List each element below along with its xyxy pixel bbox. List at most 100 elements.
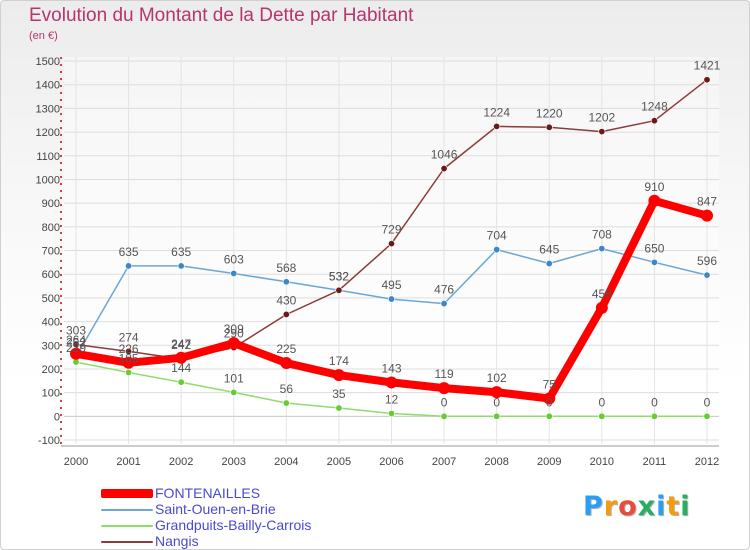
data-label: 458: [592, 287, 612, 301]
x-tick-label: 2006: [379, 456, 403, 468]
x-tick-label: 2004: [274, 456, 298, 468]
y-tick-label: 1500: [36, 56, 60, 68]
data-point: [493, 246, 501, 254]
y-tick-label: 400: [42, 317, 60, 329]
data-point: [650, 258, 658, 266]
data-label: 274: [119, 330, 139, 344]
data-point: [650, 117, 658, 125]
data-label: 1220: [536, 106, 563, 120]
data-label: 1248: [641, 100, 668, 114]
data-point: [545, 412, 553, 420]
x-tick-label: 2001: [116, 456, 140, 468]
y-tick-label: 200: [42, 364, 60, 376]
data-point: [230, 269, 238, 277]
data-label: 1046: [431, 148, 458, 162]
y-tick-label: 800: [42, 222, 60, 234]
data-point: [598, 128, 606, 136]
legend-label: Nangis: [155, 533, 199, 549]
data-point: [595, 301, 608, 314]
data-label: 143: [381, 361, 401, 375]
data-label: 704: [487, 229, 507, 243]
legend-swatch: [101, 489, 153, 498]
logo-letter: o: [618, 491, 638, 522]
data-label: 242: [171, 338, 191, 352]
data-label: 185: [119, 351, 139, 365]
data-point: [703, 412, 711, 420]
x-tick-label: 2003: [222, 456, 246, 468]
legend-swatch: [101, 525, 153, 527]
data-label: 650: [644, 241, 664, 255]
y-tick-label: 1000: [36, 174, 60, 186]
data-point: [332, 369, 345, 382]
data-point: [125, 368, 133, 376]
data-label: 729: [381, 223, 401, 237]
data-label: 309: [224, 322, 244, 336]
data-point: [598, 245, 606, 253]
data-label: 532: [329, 269, 349, 283]
y-tick-label: 0: [54, 411, 60, 423]
x-tick-label: 2011: [643, 456, 667, 468]
data-label: 56: [280, 382, 294, 396]
data-point: [493, 122, 501, 130]
data-label: 596: [697, 254, 717, 268]
data-point: [650, 412, 658, 420]
logo-letter: P: [583, 491, 604, 522]
data-point: [545, 260, 553, 268]
data-label: 303: [66, 324, 86, 338]
x-tick-label: 2008: [484, 456, 508, 468]
x-tick-label: 2000: [64, 456, 88, 468]
y-tick-label: 600: [42, 269, 60, 281]
legend-swatch: [101, 541, 153, 543]
data-point: [440, 300, 448, 308]
data-point: [280, 357, 293, 370]
data-label: 226: [119, 342, 139, 356]
data-label: 0: [651, 395, 658, 409]
data-point: [282, 278, 290, 286]
logo-letter: x: [637, 491, 657, 522]
data-point: [438, 382, 451, 395]
data-label: 847: [697, 195, 717, 209]
y-tick-label: 100: [42, 388, 60, 400]
chart-title: Evolution du Montant de la Dette par Hab…: [29, 5, 414, 26]
data-point: [440, 412, 448, 420]
data-label: 144: [171, 361, 191, 375]
y-tick-label: 900: [42, 198, 60, 210]
data-label: 635: [119, 245, 139, 259]
y-tick-label: 300: [42, 340, 60, 352]
data-label: 174: [329, 354, 349, 368]
data-point: [72, 358, 80, 366]
data-label: 495: [381, 278, 401, 292]
data-point: [703, 271, 711, 279]
data-label: 0: [598, 395, 605, 409]
x-tick-label: 2010: [590, 456, 614, 468]
data-label: 264: [66, 333, 86, 347]
data-label: 247: [171, 337, 191, 351]
y-tick-label: 1300: [36, 103, 60, 115]
y-tick-label: -100: [38, 435, 60, 447]
data-point: [543, 392, 556, 405]
data-point: [125, 347, 133, 355]
y-tick-label: 1400: [36, 80, 60, 92]
y-tick-label: 1200: [36, 127, 60, 139]
data-point: [335, 286, 343, 294]
data-point: [387, 240, 395, 248]
data-point: [70, 347, 82, 360]
legend-swatch: [101, 509, 153, 511]
data-label: 101: [224, 371, 244, 385]
logo-letter: r: [603, 491, 619, 522]
x-tick-label: 2009: [537, 456, 561, 468]
x-tick-label: 2002: [169, 456, 193, 468]
data-point: [648, 194, 661, 207]
data-point: [125, 262, 133, 270]
data-point: [440, 165, 448, 173]
data-label: 910: [644, 180, 664, 194]
legend-label: Grandpuits-Bailly-Carrois: [155, 517, 312, 533]
logo-letter: i: [656, 491, 667, 522]
data-point: [701, 209, 713, 222]
data-label: 225: [276, 342, 296, 356]
data-point: [282, 310, 290, 318]
data-label: 102: [487, 371, 507, 385]
data-point: [282, 399, 290, 407]
data-point: [335, 404, 343, 412]
